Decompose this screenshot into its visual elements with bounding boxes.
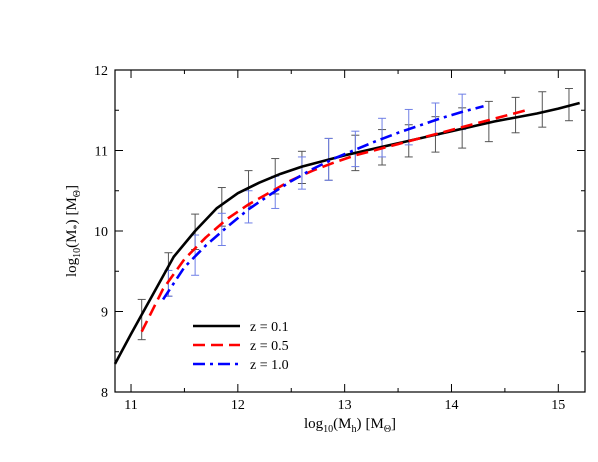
x-tick-label: 13 [338,398,352,413]
x-label-unit-close: ] [391,416,396,432]
legend-label-z-1-0: z = 1.0 [250,358,289,373]
y-label-quantity: (M [64,230,80,248]
y-tick-label: 10 [94,225,108,240]
error-bar-z-1-0 [297,156,306,190]
error-bar-z-0-1 [538,91,547,128]
y-label-close: ) [64,220,80,225]
legend: z = 0.1 z = 0.5 z = 1.0 [193,320,289,373]
legend-label-z-0-5: z = 0.5 [250,339,289,354]
y-axis-label: log10(M*) [MΘ] [64,185,83,277]
x-label-quantity: (M [333,416,351,432]
x-label-unit-sub: Θ [384,424,391,435]
legend-label-z-0-1: z = 0.1 [250,320,289,335]
y-tick-label: 9 [101,306,108,321]
x-tick-label: 15 [551,398,565,413]
x-tick-label: 12 [231,398,245,413]
y-label-log: log [64,257,80,277]
y-label-quantity-sub: * [72,225,83,230]
error-bars [137,88,573,341]
error-bar-z-0-1 [511,96,520,134]
error-bar-z-1-0 [217,212,226,246]
series-lines [113,101,580,365]
y-tick-label: 12 [94,64,108,79]
x-label-unit: [M [365,416,383,432]
y-tick-label: 8 [101,386,108,401]
x-label-quantity-sub: h [351,424,356,435]
y-label-unit-close: ] [64,185,80,190]
error-bar-z-1-0 [404,108,413,146]
x-axis-label: log10(Mh) [MΘ] [304,416,396,435]
error-bar-z-1-0 [244,190,253,224]
x-label-log: log [304,416,324,432]
y-label-log-sub: 10 [72,248,83,258]
x-tick-label: 11 [124,398,137,413]
y-label-unit-sub: Θ [72,190,83,197]
error-bar-z-1-0 [351,130,360,168]
y-tick-label: 11 [95,145,108,160]
x-label-log-sub: 10 [323,424,333,435]
series-line-z-1-0 [161,104,484,301]
x-axis-ticks: 11 12 13 14 15 [124,70,565,413]
error-bar-z-0-1 [137,298,146,341]
y-label-unit: [M [64,197,80,215]
series-line-z-0-1 [113,101,580,365]
x-label-close: ) [356,416,361,432]
series-line-z-0-5 [140,108,527,333]
x-tick-label: 14 [444,398,458,413]
y-axis-ticks: 8 9 10 11 12 [94,64,585,401]
